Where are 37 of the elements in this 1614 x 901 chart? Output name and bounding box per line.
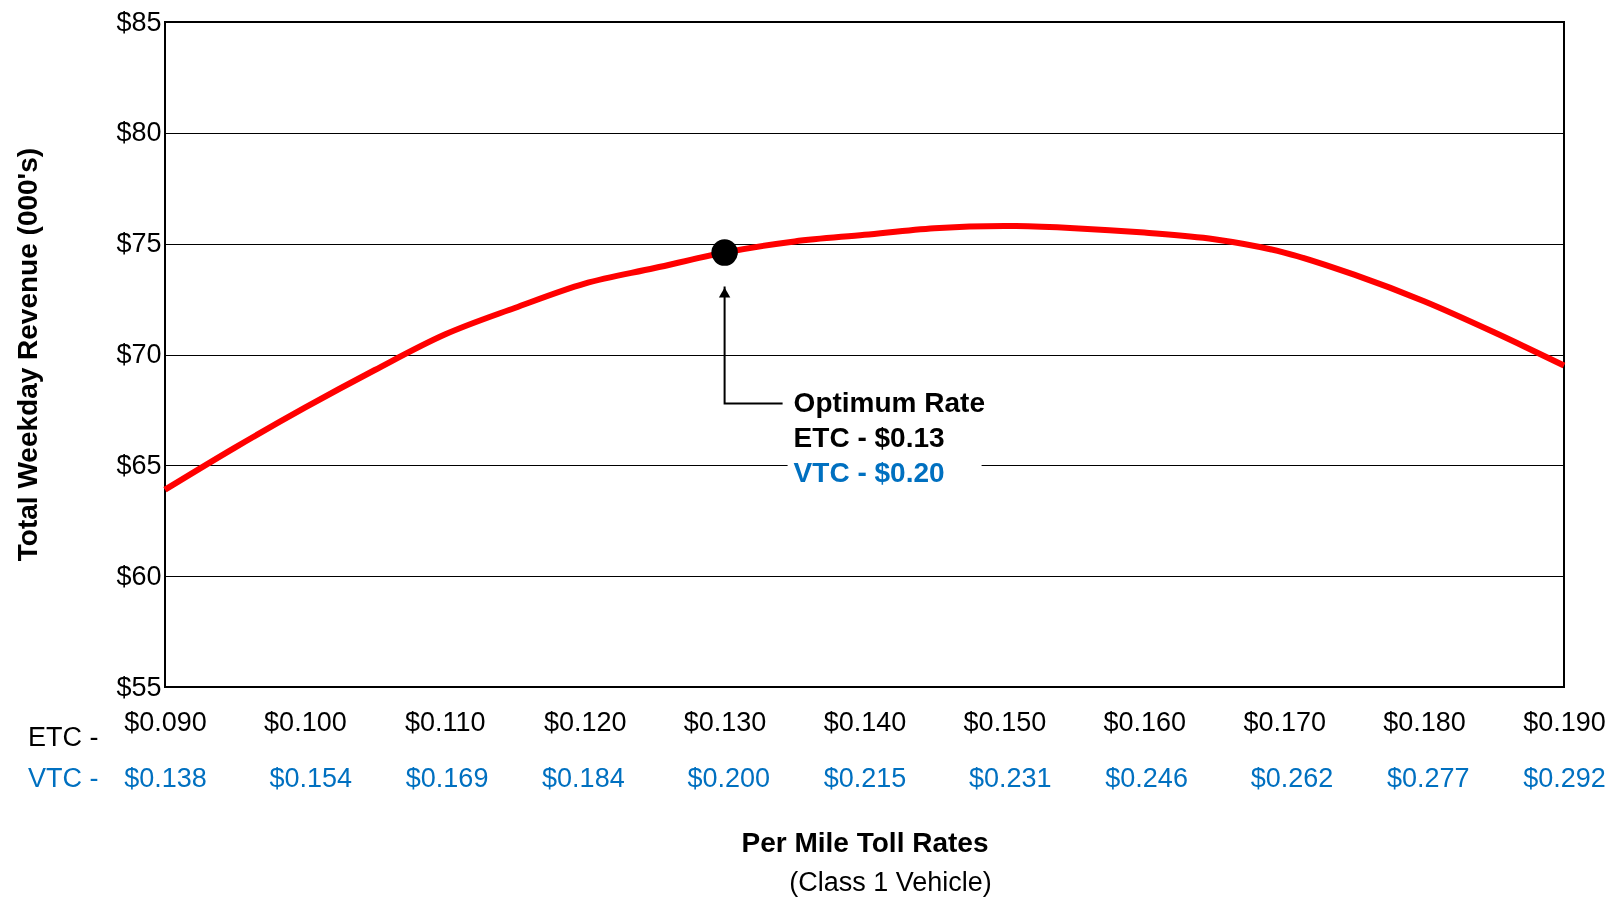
x-tick-label: $0.090 <box>124 706 207 737</box>
x2-tick-label: $0.138 <box>124 762 207 793</box>
y-tick-label: $80 <box>116 117 162 148</box>
x2-tick-label: $0.262 <box>1250 762 1334 793</box>
x-tick-label: $0.110 <box>405 706 486 737</box>
y-tick-label: $65 <box>116 449 162 480</box>
x-tick-label: $0.150 <box>963 706 1047 737</box>
y-tick-label: $55 <box>116 671 162 702</box>
x-tick-label: $0.180 <box>1383 706 1466 737</box>
text: VTC - <box>28 763 99 793</box>
x-tick-label: $0.100 <box>264 706 347 737</box>
y-tick-label: $70 <box>116 339 162 369</box>
x-tick-label: $0.160 <box>1103 706 1187 737</box>
x-axis-title: Per Mile Toll Rates <box>741 826 989 858</box>
x2-tick-label: $0.200 <box>687 762 771 793</box>
x-tick-label: $0.190 <box>1523 706 1606 737</box>
y-axis-title: Total Weekday Revenue (000's) <box>12 147 43 562</box>
x2-tick-label: $0.169 <box>405 762 489 793</box>
y-tick-label: $85 <box>116 6 162 37</box>
x2-tick-label: $0.231 <box>969 762 1052 793</box>
y-tick-label: $75 <box>116 228 162 259</box>
x2-tick-label: $0.246 <box>1105 762 1188 793</box>
x2-tick-label: $0.184 <box>542 762 625 793</box>
x-tick-label: $0.130 <box>683 706 767 737</box>
text: (Class 1 Vehicle) <box>789 867 992 897</box>
x-tick-label: $0.120 <box>543 706 627 737</box>
x2-tick-label: $0.154 <box>269 762 353 793</box>
x2-tick-label: $0.277 <box>1386 762 1470 793</box>
annotation: Optimum Rate <box>793 386 985 418</box>
y-tick-label: $60 <box>116 560 162 591</box>
x2-tick-label: $0.215 <box>823 762 907 793</box>
x2-tick-label: $0.292 <box>1523 762 1606 793</box>
annotation: VTC - $0.20 <box>793 456 945 488</box>
x-tick-label: $0.140 <box>823 706 907 737</box>
annotation: ETC - $0.13 <box>793 421 945 453</box>
x-tick-label: $0.170 <box>1243 706 1326 737</box>
text: ETC - <box>28 722 99 752</box>
